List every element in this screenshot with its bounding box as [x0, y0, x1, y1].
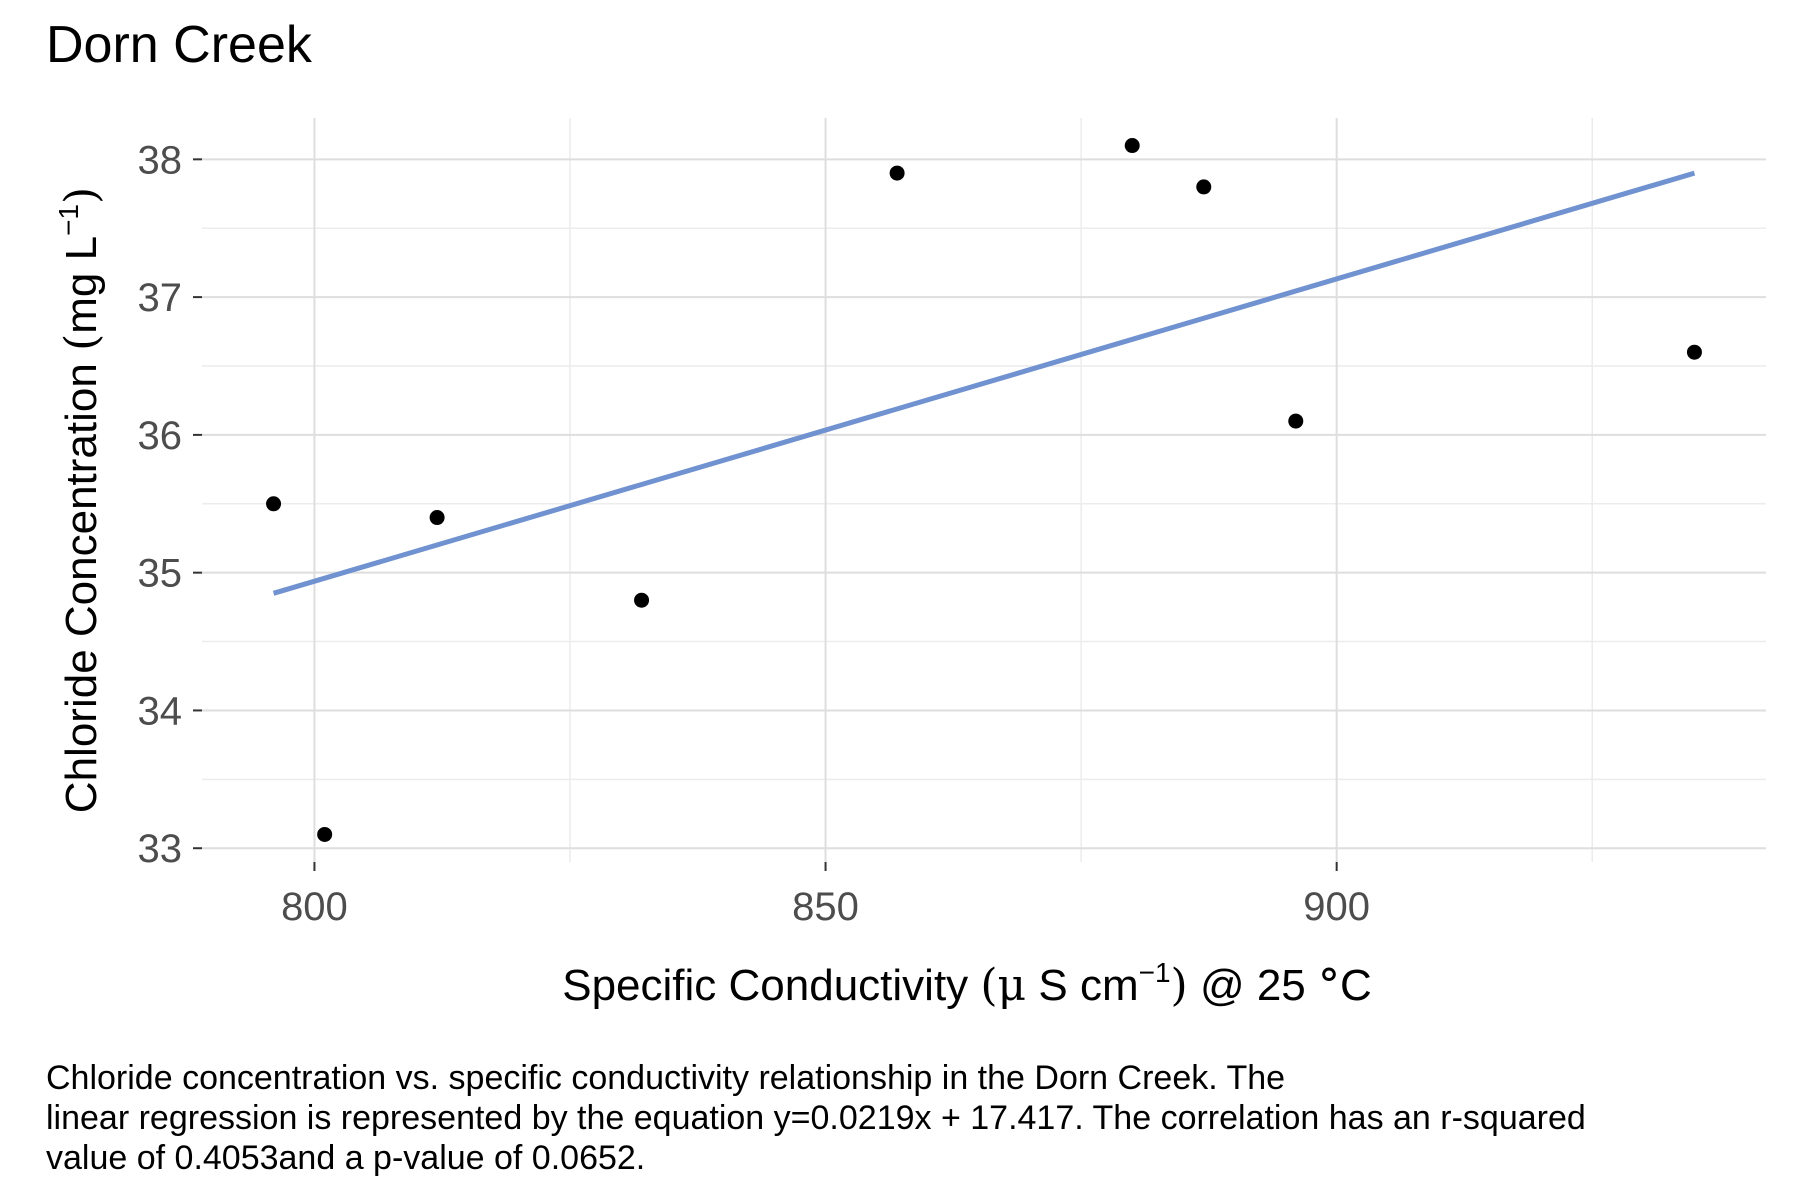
y-tick-label: 38 [138, 138, 183, 182]
y-tick-label: 37 [138, 276, 183, 320]
data-point [266, 496, 282, 512]
axis-ticks: 800 850 900 33 34 35 36 37 38 [138, 138, 1371, 929]
y-tick-label: 35 [138, 552, 183, 596]
data-point [1196, 179, 1212, 195]
scatter-chart: Dorn Creek 800 850 900 33 34 35 36 37 38 Specifi… [46, 16, 1766, 1011]
x-tick-label: 850 [792, 885, 859, 929]
y-tick-label: 33 [138, 827, 183, 871]
caption-line: value of 0.4053and a p-value of 0.0652. [46, 1139, 646, 1177]
data-point [317, 826, 333, 842]
figure-caption: Chloride concentration vs. specific cond… [46, 1058, 1766, 1178]
data-point [634, 592, 650, 608]
chart-title: Dorn Creek [46, 16, 313, 74]
data-point [1288, 413, 1304, 429]
y-tick-label: 36 [138, 414, 183, 458]
data-point [1124, 138, 1140, 154]
x-axis-title: Specific Conductivity (μ S cm−1) @ 25 °C [562, 957, 1372, 1011]
grid [202, 118, 1766, 862]
caption-line: Chloride concentration vs. specific cond… [46, 1059, 1286, 1097]
regression-line [272, 170, 1696, 596]
x-tick-label: 800 [281, 885, 348, 929]
trend-layer [272, 170, 1696, 596]
data-point [889, 165, 905, 181]
y-tick-label: 34 [138, 689, 183, 733]
x-tick-label: 900 [1303, 885, 1370, 929]
points-layer [266, 138, 1702, 842]
caption-line: linear regression is represented by the … [46, 1099, 1586, 1137]
data-point [429, 510, 445, 526]
data-point [1686, 344, 1702, 360]
y-axis-title: Chloride Concentration (mg L−1) [53, 187, 107, 813]
